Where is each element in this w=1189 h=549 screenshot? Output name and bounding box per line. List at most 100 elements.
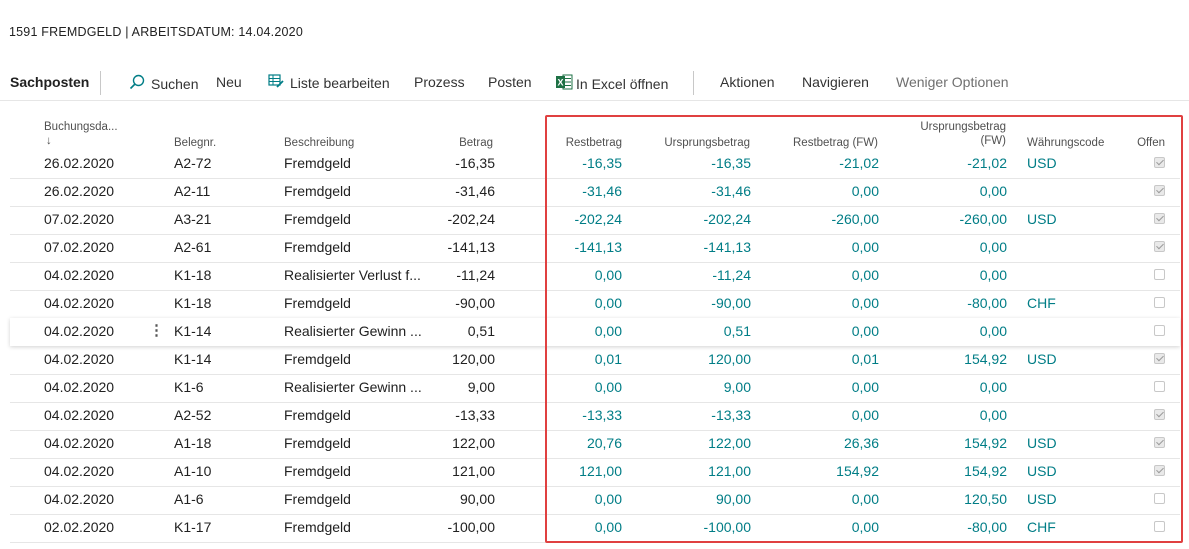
open-checkbox[interactable] [1154, 437, 1165, 448]
cell-remaining-amount-fcy: 0,00 [851, 379, 879, 395]
table-row[interactable]: 04.02.2020 K1-14 Fremdgeld 120,00 0,01 120,00… [10, 346, 1180, 375]
table-row[interactable]: 04.02.2020 K1-18 Realisierter Verlust f...… [10, 262, 1180, 291]
search-button[interactable]: Suchen [129, 74, 198, 93]
column-header-open[interactable]: Offen [1137, 137, 1165, 149]
navigate-menu[interactable]: Navigieren [802, 74, 869, 90]
cell-remaining-amount-fcy: 0,00 [851, 491, 879, 507]
cell-document-no[interactable]: A1-18 [174, 435, 212, 451]
cell-document-no[interactable]: K1-17 [174, 519, 212, 535]
open-checkbox[interactable] [1154, 241, 1165, 252]
cell-remaining-amount: 0,01 [594, 351, 622, 367]
table-row[interactable]: 04.02.2020 A2-52 Fremdgeld -13,33 -13,33 -13,… [10, 402, 1180, 431]
cell-remaining-amount-fcy: 0,00 [851, 267, 879, 283]
table-row[interactable]: 04.02.2020 A1-18 Fremdgeld 122,00 20,76 122,0… [10, 430, 1180, 459]
table-row[interactable]: 04.02.2020 K1-6 Realisierter Gewinn ... 9,0… [10, 374, 1180, 403]
cell-posting-date[interactable]: 07.02.2020 [44, 211, 115, 227]
column-header-currency-code[interactable]: Währungscode [1027, 137, 1105, 149]
process-menu[interactable]: Prozess [414, 74, 465, 90]
cell-original-amount: -202,24 [703, 211, 751, 227]
column-header-remaining-amount[interactable]: Restbetrag [565, 137, 622, 149]
column-header-original-amount-fcy[interactable]: Ursprungsbetrag (FW) [890, 120, 1006, 148]
open-checkbox[interactable] [1154, 381, 1165, 392]
cell-description: Realisierter Gewinn ... [284, 323, 422, 339]
cell-posting-date[interactable]: 26.02.2020 [44, 155, 115, 171]
column-header-remaining-amount-fcy[interactable]: Restbetrag (FW) [793, 137, 878, 149]
table-row[interactable]: 26.02.2020 A2-11 Fremdgeld -31,46 -31,46 -31,… [10, 178, 1180, 207]
open-checkbox[interactable] [1154, 353, 1165, 364]
open-checkbox[interactable] [1154, 465, 1165, 476]
cell-document-no[interactable]: A2-11 [174, 183, 211, 199]
more-vertical-icon[interactable]: ⋮ [149, 322, 164, 339]
cell-document-no[interactable]: K1-14 [174, 351, 212, 367]
open-checkbox[interactable] [1154, 297, 1165, 308]
cell-original-amount-fcy: 154,92 [964, 463, 1007, 479]
open-checkbox[interactable] [1154, 325, 1165, 336]
cell-remaining-amount: 20,76 [586, 435, 622, 451]
cell-original-amount-fcy: 0,00 [979, 407, 1007, 423]
cell-posting-date[interactable]: 26.02.2020 [44, 183, 115, 199]
cell-posting-date[interactable]: 04.02.2020 [44, 463, 115, 479]
open-checkbox[interactable] [1154, 493, 1165, 504]
open-in-excel-button[interactable]: X In Excel öffnen [556, 74, 668, 93]
cell-document-no[interactable]: K1-14 [174, 323, 212, 339]
cell-posting-date[interactable]: 04.02.2020 [44, 351, 115, 367]
cell-original-amount: -90,00 [711, 295, 751, 311]
cell-original-amount: -16,35 [711, 155, 751, 171]
cell-document-no[interactable]: A2-61 [174, 239, 212, 255]
open-checkbox[interactable] [1154, 521, 1165, 532]
column-header-description[interactable]: Beschreibung [284, 137, 355, 149]
cell-document-no[interactable]: K1-18 [174, 295, 212, 311]
column-header-amount[interactable]: Betrag [459, 137, 493, 149]
table-row[interactable]: 04.02.2020 A1-10 Fremdgeld 121,00 121,00 121,… [10, 458, 1180, 487]
cell-original-amount-fcy: 0,00 [979, 323, 1007, 339]
cell-document-no[interactable]: A2-72 [174, 155, 212, 171]
cell-original-amount: 90,00 [715, 491, 751, 507]
entries-menu[interactable]: Posten [488, 74, 532, 90]
actions-menu[interactable]: Aktionen [720, 74, 774, 90]
edit-list-button[interactable]: Liste bearbeiten [268, 74, 390, 91]
cell-amount: -16,35 [455, 155, 495, 171]
column-header-original-amount[interactable]: Ursprungsbetrag [664, 137, 750, 149]
column-header-document-no[interactable]: Belegnr. [174, 137, 217, 149]
open-checkbox[interactable] [1154, 213, 1165, 224]
fewer-options-button[interactable]: Weniger Optionen [896, 74, 1009, 90]
table-row[interactable]: 02.02.2020 K1-17 Fremdgeld -100,00 0,00 -100,… [10, 514, 1180, 543]
cell-posting-date[interactable]: 04.02.2020 [44, 267, 115, 283]
cell-document-no[interactable]: A1-6 [174, 491, 204, 507]
cell-remaining-amount-fcy: -21,02 [839, 155, 879, 171]
tab-sachposten[interactable]: Sachposten [10, 74, 89, 90]
search-label: Suchen [151, 75, 199, 92]
cell-remaining-amount: 0,00 [594, 519, 622, 535]
table-row[interactable]: 26.02.2020 A2-72 Fremdgeld -16,35 -16,35 -16,… [10, 150, 1180, 179]
column-header-posting-date[interactable]: Buchungsda... ↓ [44, 120, 118, 148]
table-row[interactable]: 07.02.2020 A2-61 Fremdgeld -141,13 -141,13 -1… [10, 234, 1180, 263]
new-button[interactable]: Neu [216, 74, 242, 90]
cell-posting-date[interactable]: 04.02.2020 [44, 295, 115, 311]
table-row[interactable]: 04.02.2020 K1-18 Fremdgeld -90,00 0,00 -90,00… [10, 290, 1180, 319]
open-checkbox[interactable] [1154, 185, 1165, 196]
cell-description: Fremdgeld [284, 463, 351, 479]
cell-posting-date[interactable]: 02.02.2020 [44, 519, 115, 535]
cell-document-no[interactable]: K1-18 [174, 267, 212, 283]
open-checkbox[interactable] [1154, 409, 1165, 420]
cell-amount: -90,00 [455, 295, 495, 311]
open-checkbox[interactable] [1154, 269, 1165, 280]
cell-posting-date[interactable]: 04.02.2020 [44, 435, 115, 451]
excel-icon: X [556, 74, 573, 93]
cell-remaining-amount: -13,33 [582, 407, 622, 423]
cell-posting-date[interactable]: 04.02.2020 [44, 379, 115, 395]
cell-remaining-amount-fcy: 0,00 [851, 183, 879, 199]
cell-posting-date[interactable]: 04.02.2020 [44, 491, 115, 507]
cell-document-no[interactable]: A2-52 [174, 407, 212, 423]
cell-document-no[interactable]: A3-21 [174, 211, 212, 227]
cell-currency-code: USD [1027, 211, 1057, 227]
table-row[interactable]: 04.02.2020 A1-6 Fremdgeld 90,00 0,00 90,00 0,0… [10, 486, 1180, 515]
cell-document-no[interactable]: A1-10 [174, 463, 212, 479]
cell-posting-date[interactable]: 07.02.2020 [44, 239, 115, 255]
open-checkbox[interactable] [1154, 157, 1165, 168]
cell-posting-date[interactable]: 04.02.2020 [44, 407, 115, 423]
table-row[interactable]: 07.02.2020 A3-21 Fremdgeld -202,24 -202,24 -2… [10, 206, 1180, 235]
cell-document-no[interactable]: K1-6 [174, 379, 204, 395]
cell-posting-date[interactable]: 04.02.2020 [44, 323, 115, 339]
table-row[interactable]: 04.02.2020 K1-14 Realisierter Gewinn ... 0,… [10, 318, 1180, 346]
